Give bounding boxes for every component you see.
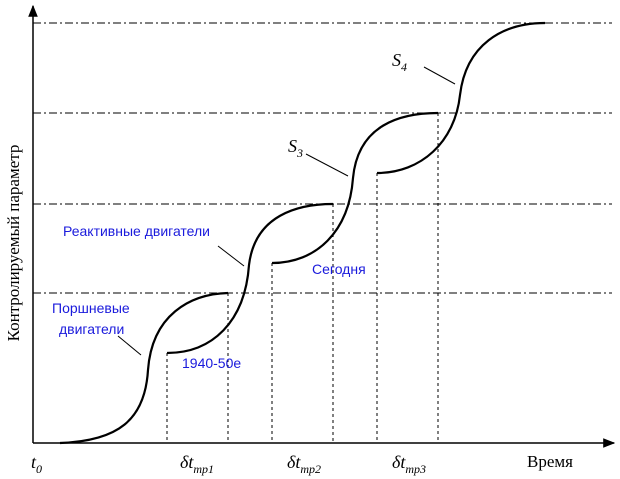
level-lines <box>33 22 612 294</box>
interval-label: δtтр2 <box>287 452 321 476</box>
annotation: Поршневые <box>52 300 130 316</box>
pointers <box>117 66 456 356</box>
annotation: Реактивные двигатели <box>63 223 210 239</box>
x-axis-label: Время <box>527 452 573 471</box>
annotation: двигатели <box>59 321 124 337</box>
curve-label: S3 <box>288 136 303 160</box>
interval-lines <box>166 113 439 443</box>
interval-label: δtтр1 <box>180 452 214 476</box>
curve-label: S4 <box>392 50 407 74</box>
interval-label: δtтр3 <box>392 452 426 476</box>
origin-label: t0 <box>31 452 42 476</box>
annotation: 1940-50е <box>182 355 241 371</box>
annotation: Сегодня <box>312 261 366 277</box>
s-curves <box>59 21 546 445</box>
y-axis-label: Контролируемый параметр <box>4 145 23 342</box>
